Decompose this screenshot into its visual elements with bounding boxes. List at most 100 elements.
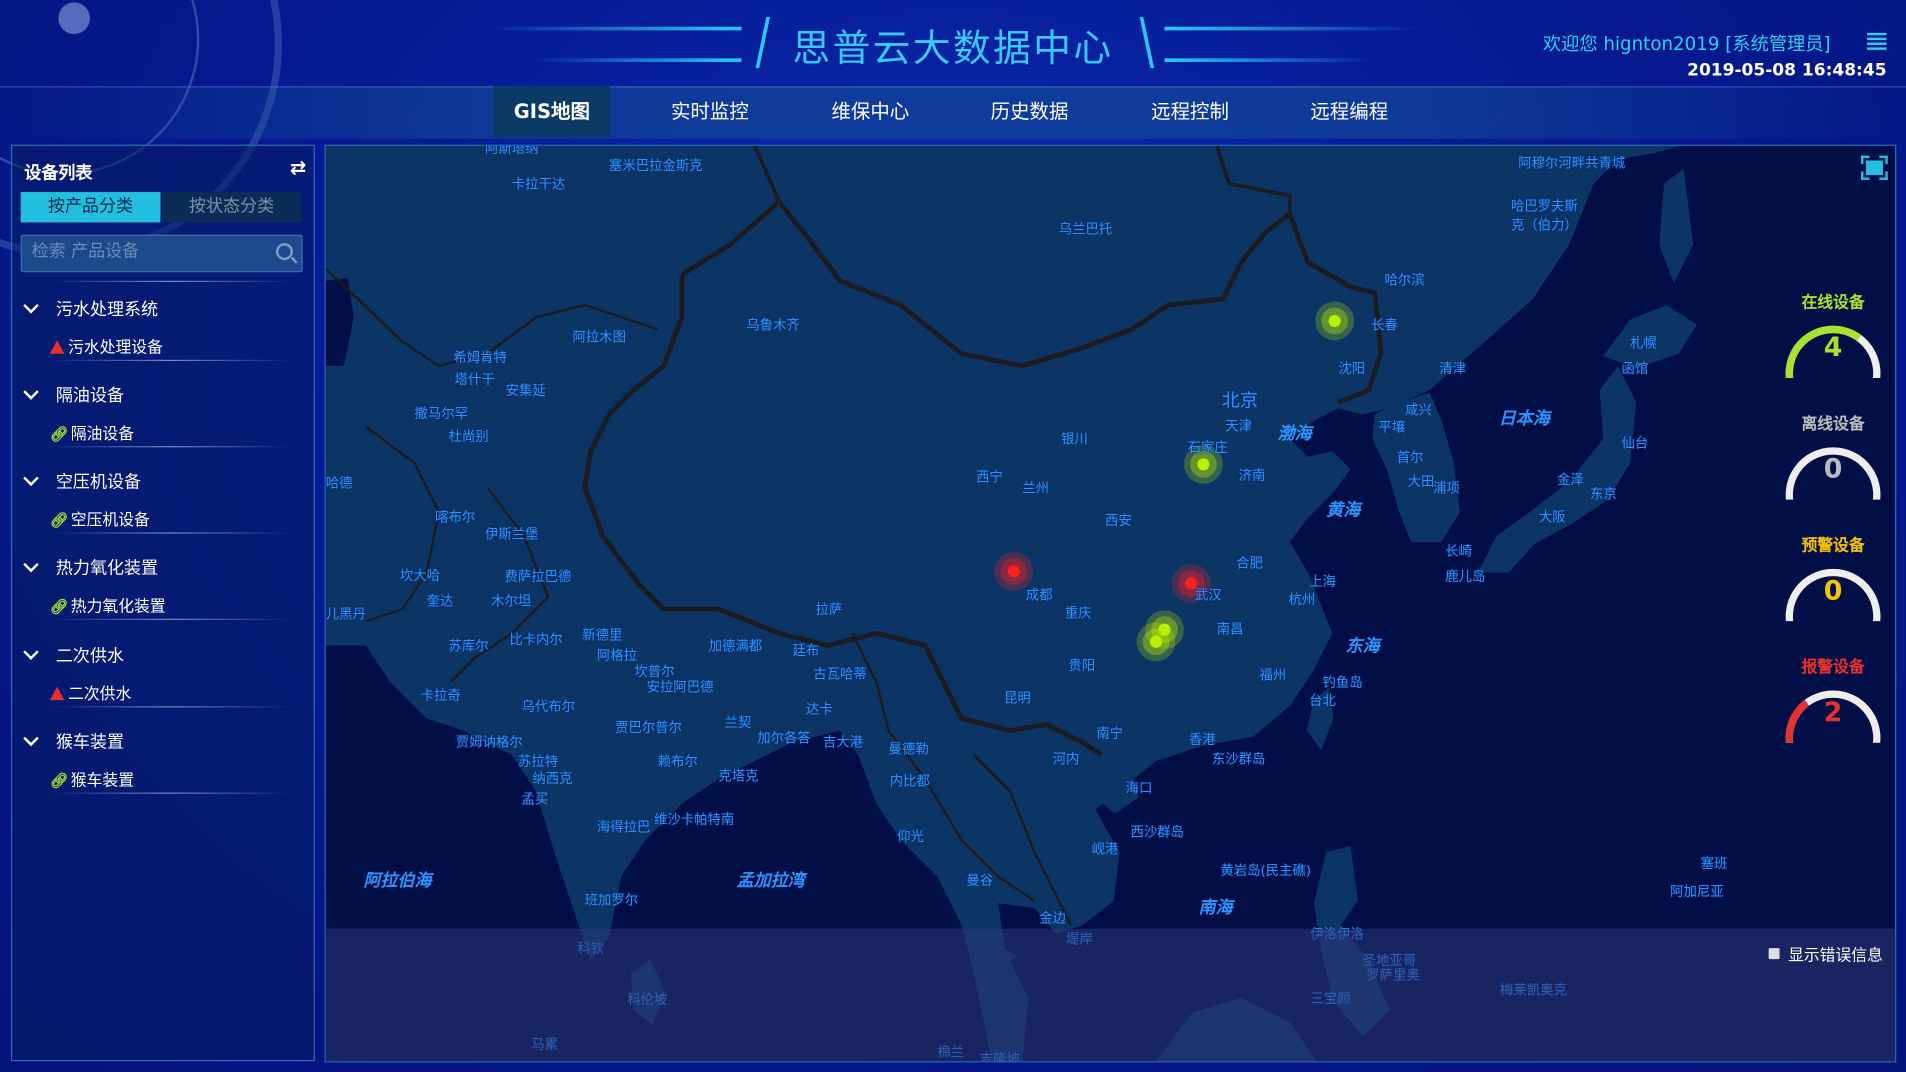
panel-title: 设备列表 xyxy=(24,164,93,184)
city-label: 贾巴尔普尔 xyxy=(615,719,682,736)
city-label: 首尔 xyxy=(1396,449,1424,466)
city-label: 武汉 xyxy=(1194,587,1222,603)
group-header[interactable]: 污水处理系统 xyxy=(22,297,158,321)
city-label: 南昌 xyxy=(1216,621,1244,637)
header-decor-line xyxy=(1164,58,1372,62)
city-label: 天津 xyxy=(1225,418,1253,434)
menu-icon[interactable] xyxy=(1867,32,1887,50)
group-label: 热力氧化装置 xyxy=(55,559,159,579)
chevron-down-icon[interactable] xyxy=(23,644,39,660)
caspian-sea xyxy=(325,278,354,366)
device-marker-online[interactable] xyxy=(1183,444,1223,484)
tab-by-product[interactable]: 按产品分类 xyxy=(20,192,161,223)
city-label: 杜尚别 xyxy=(448,429,489,445)
city-label: 济南 xyxy=(1238,467,1266,484)
city-label: 鹿儿岛 xyxy=(1445,568,1486,585)
city-label: 阿加尼亚 xyxy=(1670,883,1724,900)
gauge-label: 预警设备 xyxy=(1801,537,1865,556)
sakhalin xyxy=(1659,168,1694,284)
city-label: 咸兴 xyxy=(1405,402,1432,419)
city-label: 仰光 xyxy=(897,829,924,845)
city-label: 札幌 xyxy=(1630,335,1657,352)
chevron-down-icon[interactable] xyxy=(23,556,39,573)
link-icon: 🔗︎ xyxy=(49,511,69,529)
gauge-offline: 离线设备 0 xyxy=(1777,411,1889,511)
city-label: 北京 xyxy=(1221,389,1259,412)
checkbox-icon[interactable] xyxy=(1768,948,1780,960)
gauge-track xyxy=(1785,568,1881,633)
group-header[interactable]: 二次供水 xyxy=(22,643,124,667)
city-label: 石家庄 xyxy=(1187,440,1228,456)
border-china-southwest xyxy=(582,274,1103,757)
group-header[interactable]: 隔油设备 xyxy=(22,383,124,407)
chevron-down-icon[interactable] xyxy=(23,470,39,487)
city-label: 赖布尔 xyxy=(657,753,698,770)
search-icon[interactable] xyxy=(275,243,293,261)
border-afghanistan xyxy=(365,425,441,623)
tab-history[interactable]: 历史数据 xyxy=(990,99,1069,123)
decorative-dot xyxy=(58,2,90,35)
tab-realtime-monitor[interactable]: 实时监控 xyxy=(670,99,749,123)
sea-label: 孟加拉湾 xyxy=(736,871,805,892)
divider xyxy=(48,532,292,534)
device-item[interactable]: 🔗︎ 猴车装置 xyxy=(50,767,134,790)
device-item[interactable]: 二次供水 xyxy=(49,681,131,704)
group-header[interactable]: 空压机设备 xyxy=(22,469,141,493)
city-label: 乌兰巴托 xyxy=(1058,221,1113,238)
device-marker-alarm[interactable] xyxy=(994,551,1034,591)
chevron-down-icon[interactable] xyxy=(23,297,39,314)
tab-remote-control[interactable]: 远程控制 xyxy=(1151,99,1229,123)
map-canvas[interactable] xyxy=(325,145,1896,1062)
device-item[interactable]: 污水处理设备 xyxy=(49,334,163,357)
device-item[interactable]: 🔗︎ 热力氧化装置 xyxy=(50,593,166,616)
city-label: 撒马尔罕 xyxy=(414,405,468,422)
city-label: 银川 xyxy=(1061,431,1088,448)
taiwan xyxy=(1306,688,1334,751)
city-label: 成都 xyxy=(1025,587,1053,603)
header-decor-line xyxy=(486,26,742,31)
chevron-down-icon[interactable] xyxy=(23,384,39,400)
city-label: 希姆肯特 xyxy=(453,350,507,366)
gis-map[interactable]: 阿斯塔纳 塞米巴拉金斯克 卡拉干达 乌兰巴托 阿穆尔河畔共青城 哈巴罗夫斯克（伯力） 哈尔滨… xyxy=(324,144,1897,1063)
chevron-down-icon[interactable] xyxy=(23,730,39,747)
city-label: 香港 xyxy=(1188,731,1216,748)
device-item[interactable]: 🔗︎ 隔油设备 xyxy=(50,421,134,443)
swap-icon[interactable]: ⇄ xyxy=(290,155,307,179)
city-label: 东沙群岛 xyxy=(1211,751,1266,768)
city-label: 曼谷 xyxy=(966,872,994,889)
device-marker-online[interactable] xyxy=(1136,622,1176,662)
search-input[interactable] xyxy=(21,235,273,268)
city-label: 奎达 xyxy=(426,593,454,609)
group-header[interactable]: 猴车装置 xyxy=(22,729,124,753)
warning-icon xyxy=(49,686,65,701)
city-label: 吉大港 xyxy=(822,734,864,751)
tab-by-status[interactable]: 按状态分类 xyxy=(161,192,302,223)
city-label: 克塔克 xyxy=(718,768,759,785)
city-label: 乌鲁木齐 xyxy=(746,317,800,334)
city-label: 贵阳 xyxy=(1068,657,1096,674)
tab-gis-map[interactable]: GIS地图 xyxy=(493,86,611,138)
border-pakistan xyxy=(450,486,550,683)
city-label: 仙台 xyxy=(1621,435,1649,451)
device-item[interactable]: 🔗︎ 空压机设备 xyxy=(50,507,150,530)
show-error-label: 显示错误信息 xyxy=(1788,946,1883,966)
city-label: 维沙卡帕特南 xyxy=(653,811,735,828)
sea-label: 南海 xyxy=(1198,898,1233,918)
group-header[interactable]: 热力氧化装置 xyxy=(22,556,158,580)
city-label: 塔什干 xyxy=(454,371,495,388)
sea-label: 黄海 xyxy=(1326,500,1361,521)
city-label: 孟买 xyxy=(521,791,549,808)
show-error-checkbox[interactable]: 显示错误信息 xyxy=(1768,942,1883,966)
fullscreen-icon[interactable] xyxy=(1861,155,1888,180)
city-label: 阿穆尔河畔共青城 xyxy=(1518,155,1626,172)
link-icon: 🔗︎ xyxy=(49,771,69,789)
city-label: 曼德勒 xyxy=(888,741,929,758)
border-china-north xyxy=(680,199,1384,405)
device-marker-online[interactable] xyxy=(1315,301,1355,341)
tab-maintenance[interactable]: 维保中心 xyxy=(831,99,910,123)
device-marker-alarm[interactable] xyxy=(1171,564,1211,603)
city-label: 兰州 xyxy=(1022,480,1050,496)
welcome-user[interactable]: 欢迎您 hignton2019 [系统管理员] xyxy=(1542,32,1831,55)
city-label: 苏拉特 xyxy=(517,753,558,770)
tab-remote-programming[interactable]: 远程编程 xyxy=(1310,99,1389,123)
